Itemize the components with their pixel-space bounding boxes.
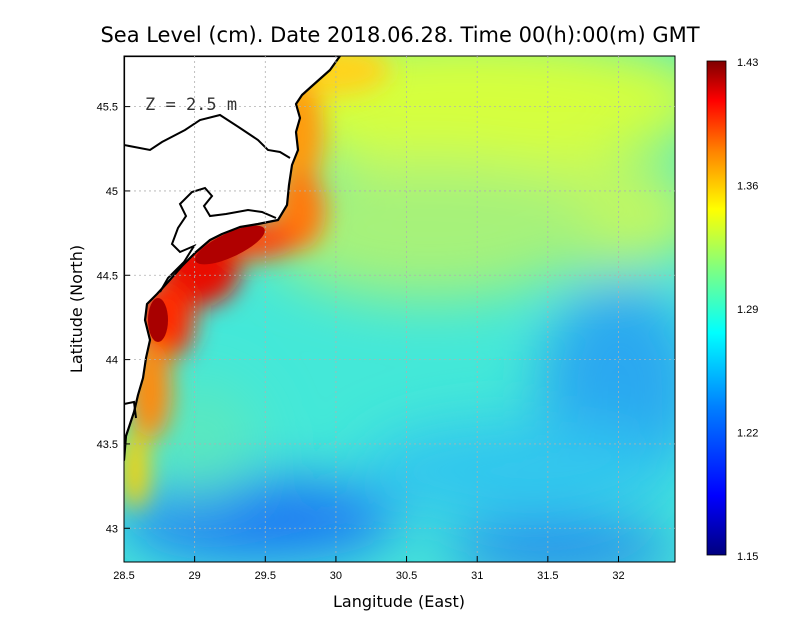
- colorbar: [706, 60, 727, 556]
- x-tick-label: 29.5: [255, 570, 276, 582]
- colorbar-tick-label: 1.29: [737, 304, 758, 316]
- plot-area: [124, 56, 675, 562]
- x-axis: 28.5 29 29.5 30 30.5 31 31.5 32: [113, 556, 625, 582]
- grid-lines: [124, 56, 675, 562]
- y-tick-label: 45.5: [97, 102, 118, 114]
- y-tick-label: 43: [106, 523, 118, 535]
- sea-level-field: [124, 56, 675, 562]
- depth-annotation: Z = 2.5 m: [145, 95, 237, 115]
- x-tick-label: 28.5: [113, 570, 134, 582]
- x-tick-label: 32: [612, 570, 624, 582]
- x-tick-label: 31.5: [537, 570, 558, 582]
- danube-delta-inner: [159, 186, 277, 293]
- x-tick-label: 29: [189, 570, 201, 582]
- land-mask: [124, 56, 342, 462]
- y-tick-label: 45: [106, 186, 118, 198]
- colorbar-ticks: 1.15 1.22 1.29 1.36 1.43: [737, 57, 758, 563]
- south-coast-stub: [124, 400, 137, 419]
- colorbar-tick-label: 1.22: [737, 428, 758, 440]
- y-axis-label: Latitude (North): [67, 245, 86, 373]
- y-axis: 43 43.5 44 44.5 45 45.5: [97, 102, 130, 535]
- x-tick-label: 30.5: [396, 570, 417, 582]
- x-tick-label: 30: [330, 570, 342, 582]
- y-tick-label: 44.5: [97, 270, 118, 282]
- colorbar-tick-label: 1.15: [737, 551, 758, 563]
- x-tick-label: 31: [471, 570, 483, 582]
- y-tick-label: 44: [106, 355, 118, 367]
- y-tick-label: 43.5: [97, 439, 118, 451]
- chart-title: Sea Level (cm). Date 2018.06.28. Time 00…: [100, 23, 699, 47]
- colorbar-tick-label: 1.43: [737, 57, 758, 69]
- colorbar-tick-label: 1.36: [737, 181, 758, 193]
- x-axis-label: Langitude (East): [333, 592, 465, 611]
- lagoon-coast: [124, 113, 291, 159]
- plot-frame: [123, 55, 676, 563]
